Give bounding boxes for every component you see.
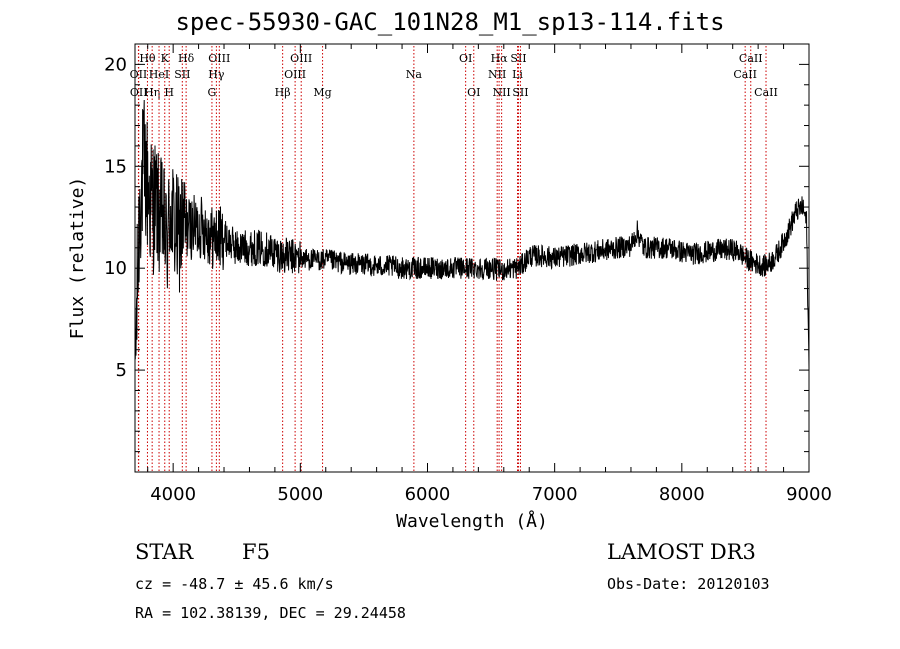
spectrum-line bbox=[134, 99, 810, 369]
line-label: Hα bbox=[491, 52, 509, 65]
line-label: NII bbox=[492, 86, 510, 99]
survey-name: LAMOST DR3 bbox=[607, 540, 756, 564]
line-label: SII bbox=[510, 52, 526, 65]
line-label: SII bbox=[174, 68, 190, 81]
line-label: Hη bbox=[144, 86, 160, 99]
coordinates: RA = 102.38139, DEC = 29.24458 bbox=[135, 604, 406, 622]
line-label: OIII bbox=[208, 52, 230, 65]
line-label: Hβ bbox=[275, 86, 291, 99]
line-label: OI bbox=[467, 86, 480, 99]
line-label: CaII bbox=[733, 68, 757, 81]
line-label: Hγ bbox=[208, 68, 225, 81]
x-tick-label: 7000 bbox=[532, 484, 578, 505]
x-tick-label: 6000 bbox=[405, 484, 451, 505]
line-label: Na bbox=[406, 68, 423, 81]
line-label: K bbox=[161, 52, 170, 65]
y-tick-label: 10 bbox=[104, 258, 127, 279]
object-class: STAR bbox=[135, 540, 194, 564]
line-label: OII bbox=[130, 86, 148, 99]
x-tick-label: 9000 bbox=[786, 484, 832, 505]
line-label: SII bbox=[512, 86, 528, 99]
observation-date: Obs-Date: 20120103 bbox=[607, 575, 770, 593]
line-label: Hθ bbox=[139, 52, 156, 65]
line-label: Li bbox=[512, 68, 523, 81]
line-label: H bbox=[164, 86, 174, 99]
line-label: Hδ bbox=[178, 52, 195, 65]
line-label: CaII bbox=[754, 86, 778, 99]
line-label: OI bbox=[459, 52, 472, 65]
line-label: CaII bbox=[739, 52, 763, 65]
line-label: HeI bbox=[149, 68, 169, 81]
line-label: G bbox=[208, 86, 217, 99]
x-tick-label: 5000 bbox=[277, 484, 323, 505]
line-label: NII bbox=[488, 68, 506, 81]
x-tick-label: 4000 bbox=[150, 484, 196, 505]
x-tick-label: 8000 bbox=[659, 484, 705, 505]
y-axis-label: Flux (relative) bbox=[67, 177, 88, 340]
chart-title: spec-55930-GAC_101N28_M1_sp13-114.fits bbox=[175, 8, 725, 36]
y-tick-label: 5 bbox=[116, 360, 127, 381]
line-label: OIII bbox=[284, 68, 306, 81]
redshift-velocity: cz = -48.7 ± 45.6 km/s bbox=[135, 575, 334, 593]
plot-frame bbox=[134, 43, 810, 473]
line-label: OIII bbox=[290, 52, 312, 65]
y-tick-label: 20 bbox=[104, 54, 127, 75]
y-tick-label: 15 bbox=[104, 156, 127, 177]
line-label: Mg bbox=[313, 86, 331, 99]
x-axis-label: Wavelength (Å) bbox=[396, 510, 548, 532]
object-subclass: F5 bbox=[242, 540, 270, 564]
